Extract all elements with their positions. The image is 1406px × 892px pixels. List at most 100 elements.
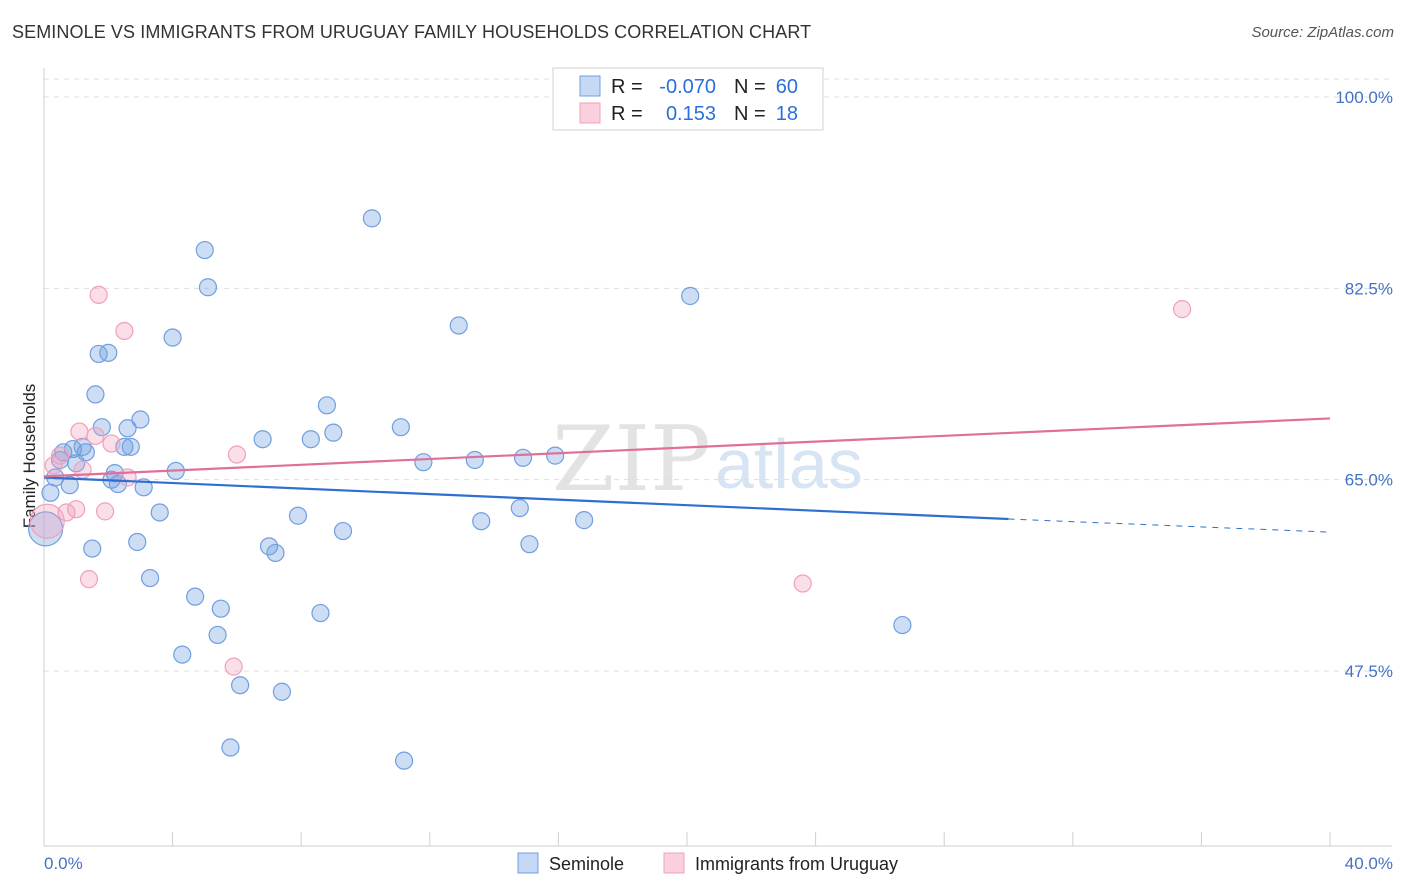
seminole-trendline [43, 476, 1009, 521]
seminole-point [362, 209, 382, 228]
seminole-point [211, 599, 230, 618]
uruguay-point [224, 657, 243, 676]
uruguay-point [793, 574, 812, 593]
y-tick-label: 100.0% [1335, 88, 1393, 107]
seminole-point [99, 343, 118, 362]
seminole-point [83, 539, 102, 558]
legend-swatch-seminole [579, 75, 601, 97]
watermark-atlas: atlas [715, 425, 863, 503]
seminole-point [520, 535, 539, 554]
uruguay-point [67, 500, 86, 519]
legend-n-label-2: N = [734, 103, 766, 125]
trendlines [43, 417, 1331, 533]
seminole-point [89, 344, 108, 364]
seminole-point [150, 503, 169, 522]
bottom-legend-label-uruguay: Immigrants from Uruguay [695, 854, 898, 874]
seminole-point [513, 448, 533, 467]
legend-n-value-1: 60 [776, 76, 798, 98]
uruguay-points [29, 285, 1192, 676]
gridlines [44, 78, 1392, 672]
correlation-legend: R = -0.070 N = 60 R = 0.153 N = 18 [552, 67, 824, 131]
uruguay-point [86, 426, 105, 446]
seminole-point [391, 418, 410, 437]
seminole-point [893, 615, 912, 635]
series-legend: Seminole Immigrants from Uruguay [517, 852, 898, 874]
seminole-point [73, 437, 92, 456]
y-tick-label: 65.0% [1345, 471, 1393, 490]
seminole-point [253, 430, 272, 449]
seminole-point [472, 512, 491, 531]
seminole-point [575, 511, 594, 530]
seminole-point [414, 453, 433, 472]
seminole-point [266, 543, 285, 563]
seminole-point [272, 682, 292, 701]
bottom-legend-label-seminole: Seminole [549, 854, 624, 874]
seminole-point [41, 483, 60, 502]
seminole-point [173, 645, 192, 664]
seminole-point [449, 316, 468, 335]
legend-r-label-1: R = [611, 76, 643, 98]
uruguay-point [57, 503, 76, 522]
seminole-point [186, 587, 205, 606]
uruguay-point [50, 446, 70, 465]
seminole-point [465, 450, 484, 470]
x-tick-label-min: 0.0% [44, 854, 83, 873]
uruguay-point [79, 570, 99, 589]
bottom-legend-swatch-seminole [517, 852, 539, 874]
seminole-point [76, 443, 95, 462]
y-tick-labels: 47.5% 65.0% 82.5% 100.0% [1335, 88, 1393, 681]
seminole-point [301, 430, 320, 449]
legend-r-label-2: R = [611, 103, 643, 125]
seminole-point [546, 446, 565, 465]
x-tick-label-max: 40.0% [1345, 854, 1393, 873]
seminole-point [681, 286, 700, 306]
seminole-point [121, 437, 140, 456]
seminole-point [333, 521, 353, 541]
uruguay-point [70, 422, 89, 441]
seminole-point [221, 738, 240, 757]
seminole-point [86, 385, 105, 404]
watermark-zip: ZIP [552, 407, 711, 512]
seminole-point [510, 498, 529, 518]
uruguay-point [102, 434, 121, 453]
seminole-point [163, 328, 182, 347]
legend-r-value-2: 0.153 [666, 103, 716, 125]
uruguay-point [89, 285, 108, 304]
seminole-point [60, 476, 79, 495]
seminole-point [128, 532, 147, 552]
uruguay-point [44, 456, 63, 475]
seminole-point [208, 625, 227, 645]
seminole-point [54, 443, 73, 462]
legend-n-label-1: N = [734, 76, 766, 98]
bottom-legend-swatch-uruguay [663, 852, 685, 874]
seminole-point [324, 423, 343, 442]
uruguay-point [95, 502, 115, 521]
legend-swatch-uruguay [579, 102, 601, 124]
uruguay-point [115, 321, 134, 341]
uruguay-point [1173, 300, 1192, 319]
seminole-trendline-extension [1008, 518, 1331, 533]
seminole-point [317, 396, 337, 415]
chart-title: SEMINOLE VS IMMIGRANTS FROM URUGUAY FAMI… [12, 22, 812, 42]
seminole-point [131, 410, 150, 429]
axes [43, 68, 1392, 847]
seminole-point [231, 676, 250, 695]
seminole-point [195, 240, 214, 260]
legend-n-value-2: 18 [776, 103, 798, 125]
y-tick-label: 47.5% [1345, 662, 1393, 681]
uruguay-point [227, 445, 246, 464]
seminole-point [118, 419, 137, 438]
y-tick-label: 82.5% [1345, 279, 1393, 298]
x-tick-marks [43, 832, 1331, 846]
legend-r-value-1: -0.070 [659, 76, 716, 98]
seminole-point [288, 506, 308, 525]
seminole-point [140, 568, 160, 588]
seminole-point [394, 751, 414, 770]
source-label: Source: ZipAtlas.com [1251, 24, 1394, 41]
y-axis-label: Family Households [20, 384, 39, 529]
seminole-point [134, 478, 153, 497]
seminole-point [311, 603, 330, 623]
seminole-point [259, 537, 279, 556]
uruguay-trendline [43, 417, 1331, 478]
